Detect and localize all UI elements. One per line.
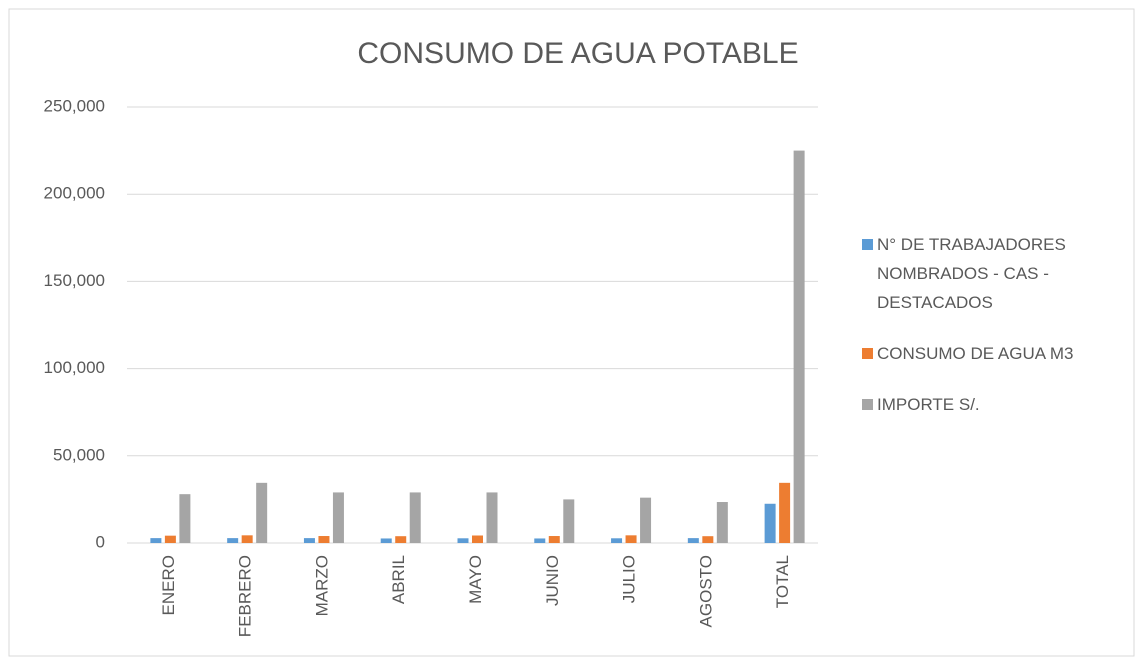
- bar: [318, 536, 330, 543]
- x-tick-label: ABRIL: [389, 555, 408, 604]
- legend-swatch: [862, 239, 873, 250]
- y-tick-label: 50,000: [53, 445, 105, 464]
- bar: [640, 497, 652, 543]
- bar: [457, 538, 469, 543]
- legend-item: IMPORTE S/.: [862, 390, 1112, 419]
- bar: [716, 502, 728, 543]
- bar: [256, 482, 268, 543]
- bar: [625, 535, 637, 543]
- bar: [702, 536, 714, 543]
- bar: [179, 494, 191, 543]
- y-tick-label: 0: [96, 532, 105, 551]
- x-tick-label: MAYO: [466, 555, 485, 604]
- bar: [395, 536, 407, 543]
- bar: [164, 535, 176, 543]
- legend-swatch: [862, 348, 873, 359]
- bar: [150, 538, 162, 543]
- bar: [472, 535, 483, 543]
- x-tick-label: ENERO: [159, 555, 178, 615]
- bar: [793, 150, 805, 543]
- x-tick-label: FEBRERO: [236, 555, 255, 637]
- bar: [534, 538, 546, 543]
- bar: [779, 482, 791, 543]
- y-tick-label: 150,000: [44, 271, 105, 290]
- y-tick-label: 100,000: [44, 358, 105, 377]
- legend-label: IMPORTE S/.: [877, 395, 980, 414]
- x-tick-label: JUNIO: [543, 555, 562, 606]
- x-tick-label: AGOSTO: [696, 555, 715, 627]
- bar: [486, 492, 498, 543]
- bar: [687, 538, 699, 543]
- legend-item: N° DE TRABAJADORES NOMBRADOS - CAS - DES…: [862, 230, 1112, 317]
- x-tick-label: TOTAL: [773, 555, 792, 608]
- x-tick-label: MARZO: [312, 555, 331, 616]
- legend-label: CONSUMO DE AGUA M3: [877, 344, 1074, 363]
- chart-title: CONSUMO DE AGUA POTABLE: [357, 37, 798, 70]
- bar: [332, 492, 344, 543]
- chart-border: [8, 8, 1135, 657]
- bar: [227, 538, 239, 543]
- legend-swatch: [862, 399, 873, 410]
- y-tick-label: 200,000: [44, 184, 105, 203]
- bar: [611, 538, 623, 543]
- bar: [563, 499, 575, 543]
- y-tick-label: 250,000: [44, 96, 105, 115]
- legend-label: N° DE TRABAJADORES NOMBRADOS - CAS - DES…: [877, 235, 1066, 312]
- bar: [380, 538, 392, 543]
- bar: [303, 538, 315, 543]
- bar: [409, 492, 421, 543]
- bar: [548, 536, 560, 543]
- legend: N° DE TRABAJADORES NOMBRADOS - CAS - DES…: [862, 230, 1112, 441]
- bar: [764, 503, 776, 543]
- bar: [241, 535, 253, 543]
- legend-item: CONSUMO DE AGUA M3: [862, 339, 1112, 368]
- x-tick-label: JULIO: [620, 555, 639, 603]
